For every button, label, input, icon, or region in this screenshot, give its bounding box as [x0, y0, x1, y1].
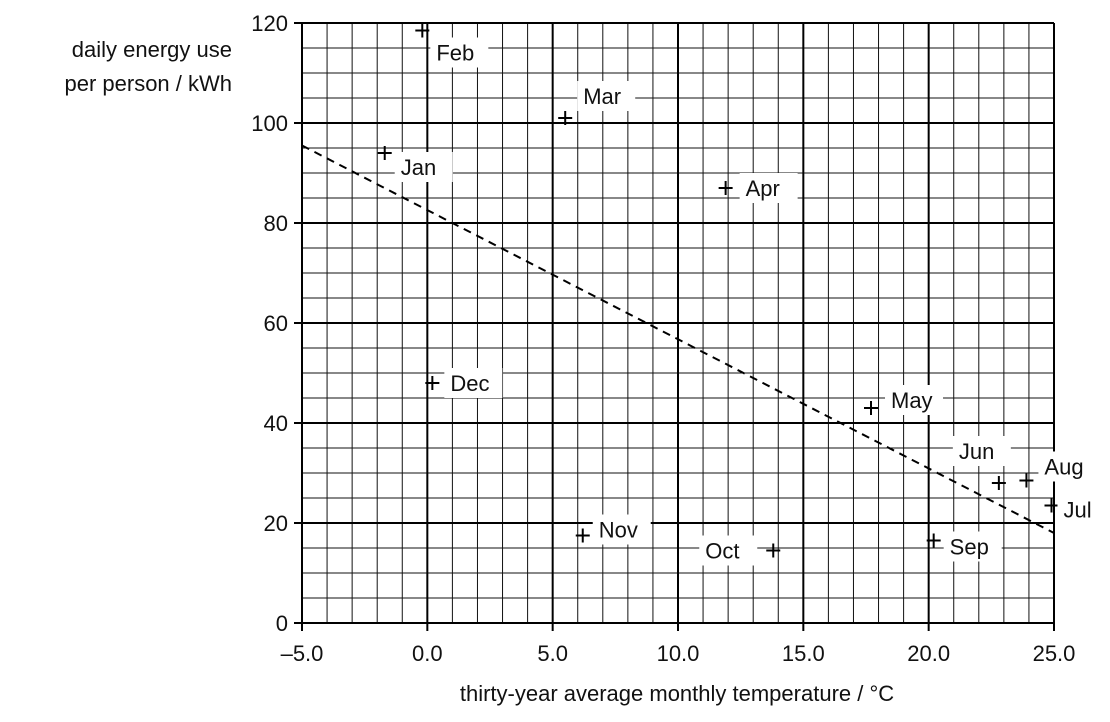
data-point-apr: Apr	[718, 173, 798, 203]
y-tick-label: 60	[264, 311, 288, 336]
point-label: Jan	[401, 155, 436, 180]
trend-line-group	[301, 144, 1055, 534]
point-label-bg	[952, 436, 1011, 466]
data-point-feb: Feb	[415, 23, 489, 68]
trend-line	[301, 144, 1055, 534]
point-label: Aug	[1044, 455, 1083, 480]
point-label: Oct	[705, 539, 739, 564]
point-label-bg	[592, 514, 651, 545]
point-label-bg	[444, 368, 503, 398]
point-label: May	[891, 388, 933, 413]
point-label: Jul	[1063, 498, 1091, 523]
tick-labels: –5.0 0.0 5.0 10.0 15.0 20.0 25.0 0 20 40 60 80 100 12…	[251, 11, 1075, 666]
point-label: Mar	[583, 84, 621, 109]
y-axis-label-line-1: daily energy use	[71, 37, 232, 62]
data-point-dec: Dec	[425, 368, 503, 398]
x-tick-label: 10.0	[657, 641, 700, 666]
data-point-may: May	[864, 385, 944, 415]
x-tick-label: 25.0	[1033, 641, 1076, 666]
major-grid	[294, 22, 1055, 631]
point-label-bg	[1038, 451, 1097, 482]
x-tick-label: –5.0	[281, 641, 324, 666]
point-label-bg	[943, 531, 1002, 562]
data-point-aug: Aug	[1019, 451, 1097, 488]
data-point-sep: Sep	[926, 531, 1002, 562]
point-label-bg	[577, 81, 636, 111]
point-label-bg	[699, 535, 758, 566]
y-tick-label: 100	[251, 111, 288, 136]
y-tick-label: 120	[251, 11, 288, 36]
point-label: Dec	[450, 371, 489, 396]
point-label-bg	[1057, 494, 1110, 525]
y-tick-label: 80	[264, 211, 288, 236]
point-label-bg	[394, 152, 453, 182]
point-label: Nov	[599, 518, 638, 543]
data-point-nov: Nov	[575, 514, 651, 545]
point-label-bg	[885, 385, 944, 415]
data-point-mar: Mar	[558, 81, 636, 125]
data-point-jun: Jun	[952, 436, 1011, 490]
y-tick-label: 20	[264, 511, 288, 536]
point-label-bg	[739, 173, 798, 203]
point-label: Sep	[950, 535, 989, 560]
point-label: Jun	[959, 439, 994, 464]
data-points: Jan Feb Mar Apr May Jun Jul Aug Sep Oct Nov Dec	[377, 23, 1110, 566]
y-axis-label-line-2: per person / kWh	[64, 71, 232, 96]
y-tick-label: 40	[264, 411, 288, 436]
point-label-bg	[430, 37, 489, 68]
x-tick-label: 20.0	[907, 641, 950, 666]
y-tick-label: 0	[276, 611, 288, 636]
data-point-jan: Jan	[377, 146, 453, 182]
data-point-oct: Oct	[699, 535, 781, 566]
data-point-jul: Jul	[1044, 494, 1110, 525]
x-tick-label: 0.0	[412, 641, 443, 666]
point-label: Feb	[436, 41, 474, 66]
x-tick-label: 5.0	[537, 641, 568, 666]
point-label: Apr	[746, 176, 780, 201]
x-axis-label: thirty-year average monthly temperature …	[459, 681, 895, 706]
x-tick-label: 15.0	[782, 641, 825, 666]
